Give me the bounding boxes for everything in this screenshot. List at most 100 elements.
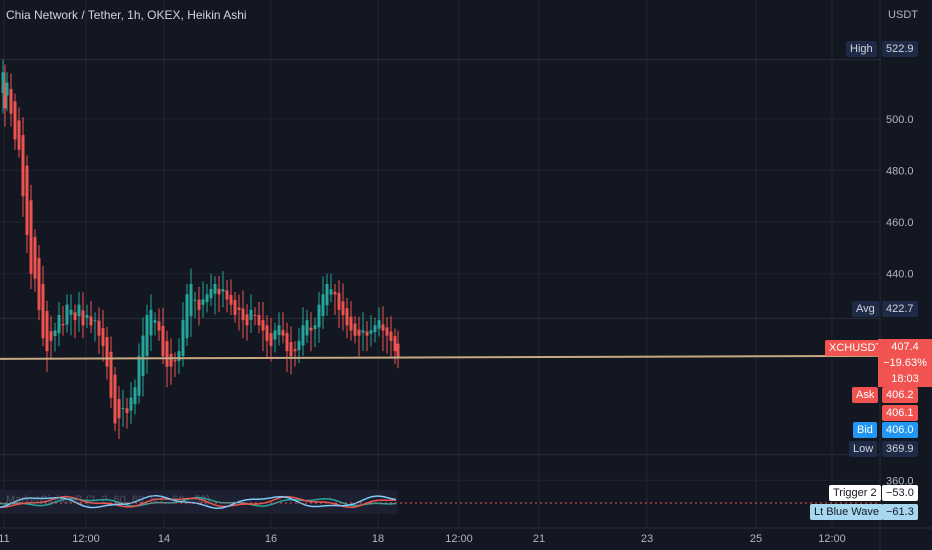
candle-body xyxy=(61,324,65,326)
y-tick-label: 440.0 xyxy=(886,269,914,281)
candle-body xyxy=(377,320,381,329)
candle-body xyxy=(33,237,37,279)
y-tick-label: 500.0 xyxy=(886,114,914,126)
candle-body xyxy=(181,320,185,357)
candle-body xyxy=(337,293,341,310)
candle-body xyxy=(373,325,377,333)
candle-body xyxy=(53,330,57,336)
candle-body xyxy=(93,320,97,322)
candle-body xyxy=(245,314,249,326)
candle-body xyxy=(241,308,245,321)
candle-body xyxy=(177,351,181,361)
trigger-value: −53.0 xyxy=(882,485,918,501)
candle-body xyxy=(197,299,201,310)
candle-body xyxy=(213,284,217,294)
candle-body xyxy=(237,307,241,310)
candle-body xyxy=(201,299,205,305)
candle-body xyxy=(185,294,189,339)
candle-body xyxy=(333,291,337,295)
candle-body xyxy=(357,329,361,336)
last-price-line xyxy=(0,354,881,360)
candle-body xyxy=(249,309,253,320)
candle-body xyxy=(117,399,121,419)
candle-body xyxy=(329,289,333,295)
y-tick-label: 460.0 xyxy=(886,217,914,229)
candle-body xyxy=(149,309,153,336)
candle-body xyxy=(109,351,113,398)
candle-body xyxy=(285,332,289,352)
wave-label: Lt Blue Wave xyxy=(810,504,884,520)
oscillator-wave xyxy=(0,494,397,510)
candle-body xyxy=(321,294,325,316)
candle-body xyxy=(141,335,145,377)
candle-body xyxy=(101,328,105,346)
x-tick-label: 12:00 xyxy=(818,533,846,545)
candle-body xyxy=(45,311,49,352)
candle-body xyxy=(65,304,69,325)
candle-body xyxy=(396,343,400,358)
candle-body xyxy=(13,101,17,140)
ask-label: Ask xyxy=(852,387,879,403)
candle-body xyxy=(209,289,213,299)
chart-title: Chia Network / Tether, 1h, OKEX, Heikin … xyxy=(6,8,247,22)
candle-body xyxy=(297,340,301,351)
candle-body xyxy=(125,408,129,414)
candle-body xyxy=(161,325,165,357)
candle-body xyxy=(29,200,33,274)
y-tick-label: 480.0 xyxy=(886,165,914,177)
candle-body xyxy=(137,356,141,396)
ask-value-secondary: 406.1 xyxy=(882,405,918,421)
candle-body xyxy=(309,327,313,331)
candle-body xyxy=(381,324,385,331)
candle-body xyxy=(205,294,209,303)
candle-body xyxy=(229,294,233,305)
x-tick-label: 23 xyxy=(641,533,653,545)
candle-body xyxy=(9,89,13,114)
candle-body xyxy=(281,330,285,336)
candle-body xyxy=(129,397,133,411)
candle-body xyxy=(89,316,93,326)
x-tick-label: 12:00 xyxy=(445,533,473,545)
candle-body xyxy=(341,301,345,316)
low-label: Low xyxy=(849,441,878,457)
y-tick-label: 360.0 xyxy=(886,475,914,487)
candle-body xyxy=(3,82,7,109)
symbol-label: XCHUSDT xyxy=(825,340,887,356)
candle-body xyxy=(221,289,225,292)
high-label: High xyxy=(846,41,877,57)
last-price-value: 407.4 xyxy=(891,341,919,353)
candle-body xyxy=(153,320,157,323)
candle-body xyxy=(21,135,25,197)
candle-body xyxy=(133,387,137,405)
x-tick-label: 18 xyxy=(372,533,384,545)
x-tick-label: 14 xyxy=(158,533,170,545)
bid-label: Bid xyxy=(853,422,877,438)
x-tick-label: 25 xyxy=(750,533,762,545)
trigger-label: Trigger 2 xyxy=(829,485,881,501)
wave-value: −61.3 xyxy=(882,504,918,520)
candle-body xyxy=(277,325,281,336)
candle-body xyxy=(345,308,349,326)
candle-body xyxy=(365,331,369,336)
candle-body xyxy=(293,349,297,352)
currency-unit: USDT xyxy=(888,9,918,21)
candle-body xyxy=(353,323,357,336)
candle-body xyxy=(233,299,237,316)
candle-body xyxy=(265,325,269,341)
high-value: 522.9 xyxy=(882,41,918,57)
candle-body xyxy=(313,325,317,330)
oscillator-panel xyxy=(0,490,398,514)
candle-body xyxy=(165,341,169,367)
candle-body xyxy=(269,333,273,346)
avg-label: Avg xyxy=(852,301,879,317)
candle-body xyxy=(261,320,265,331)
candle-body xyxy=(5,82,9,96)
x-tick-label: 12:00 xyxy=(72,533,100,545)
candle-body xyxy=(225,290,229,300)
candle-body xyxy=(189,284,193,317)
candle-body xyxy=(253,314,257,316)
x-tick-label: 11 xyxy=(0,533,10,545)
x-tick-label: 21 xyxy=(533,533,545,545)
candle-body xyxy=(349,316,353,331)
